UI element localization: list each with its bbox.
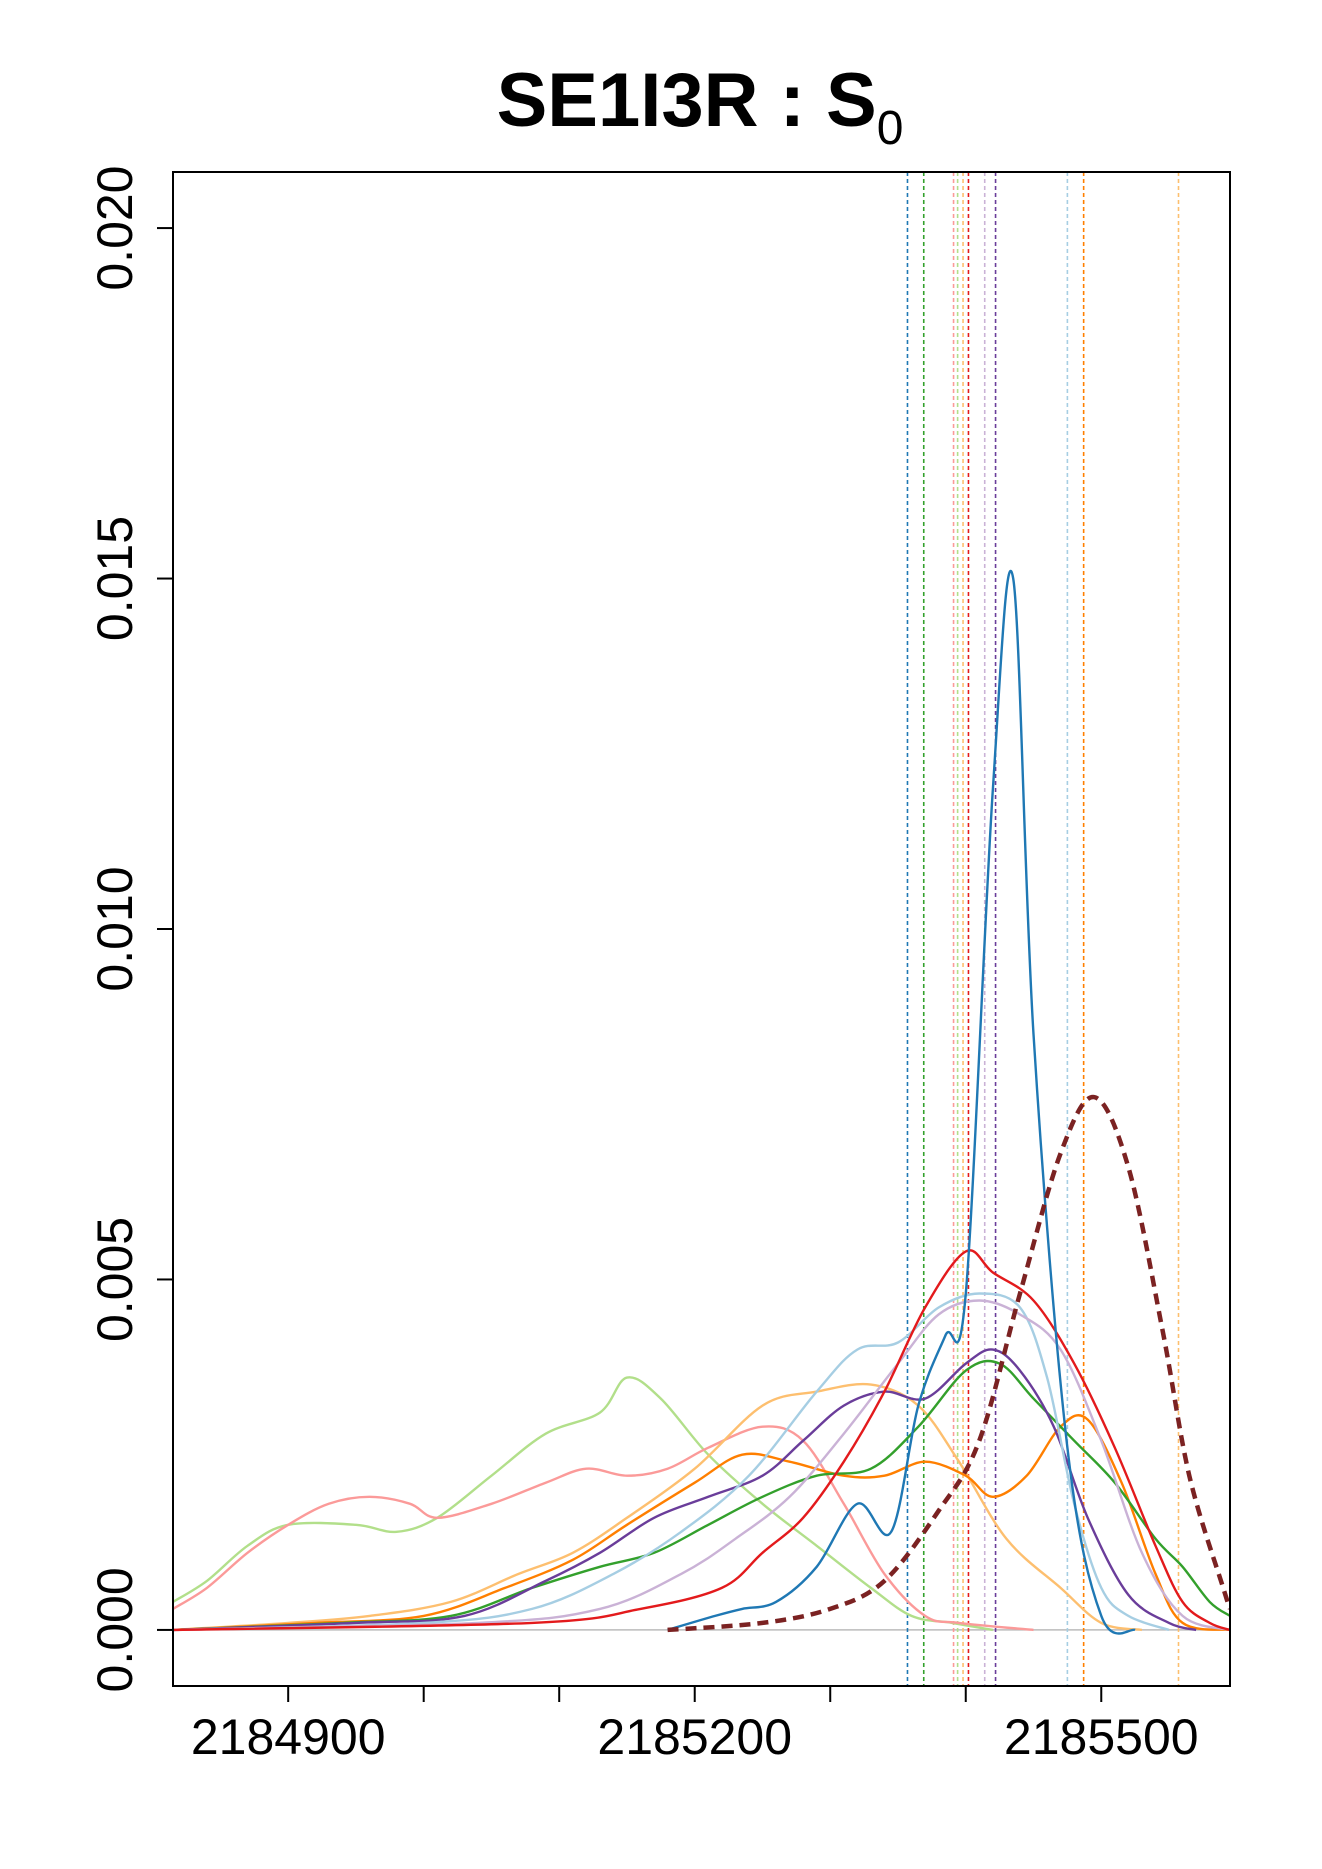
y-tick-label-5: 0.020 bbox=[87, 166, 143, 291]
density-series-11 bbox=[667, 1094, 1230, 1633]
x-tick-label-7: 2185500 bbox=[1004, 1709, 1199, 1765]
density-series-9 bbox=[173, 1249, 1230, 1632]
x-tick-label-1: 2184900 bbox=[191, 1709, 386, 1765]
chart-title-text: SE1I3R : S bbox=[497, 58, 877, 143]
x-axis: 2184900 2185200 2185500 bbox=[191, 1686, 1199, 1765]
y-tick-label-1: 0.000 bbox=[87, 1567, 143, 1692]
y-tick-label-3: 0.010 bbox=[87, 866, 143, 991]
density-series-4 bbox=[173, 1414, 1230, 1632]
y-tick-label-4: 0.015 bbox=[87, 516, 143, 641]
density-series-10 bbox=[667, 569, 1136, 1635]
chart-title: SE1I3R : S0 bbox=[497, 58, 904, 155]
y-tick-label-2: 0.005 bbox=[87, 1217, 143, 1342]
density-series-6 bbox=[173, 1348, 1197, 1632]
chart-title-subscript: 0 bbox=[877, 102, 904, 155]
plot-frame bbox=[172, 171, 1231, 1687]
density-series-8 bbox=[173, 1299, 1230, 1632]
x-tick-label-4: 2185200 bbox=[597, 1709, 792, 1765]
plot-area bbox=[173, 172, 1230, 1686]
y-axis: 0.000 0.005 0.010 0.015 0.020 bbox=[87, 166, 173, 1692]
density-series-2 bbox=[173, 1425, 1034, 1632]
density-series-3 bbox=[173, 1382, 1143, 1632]
density-series-5 bbox=[173, 1359, 1230, 1632]
